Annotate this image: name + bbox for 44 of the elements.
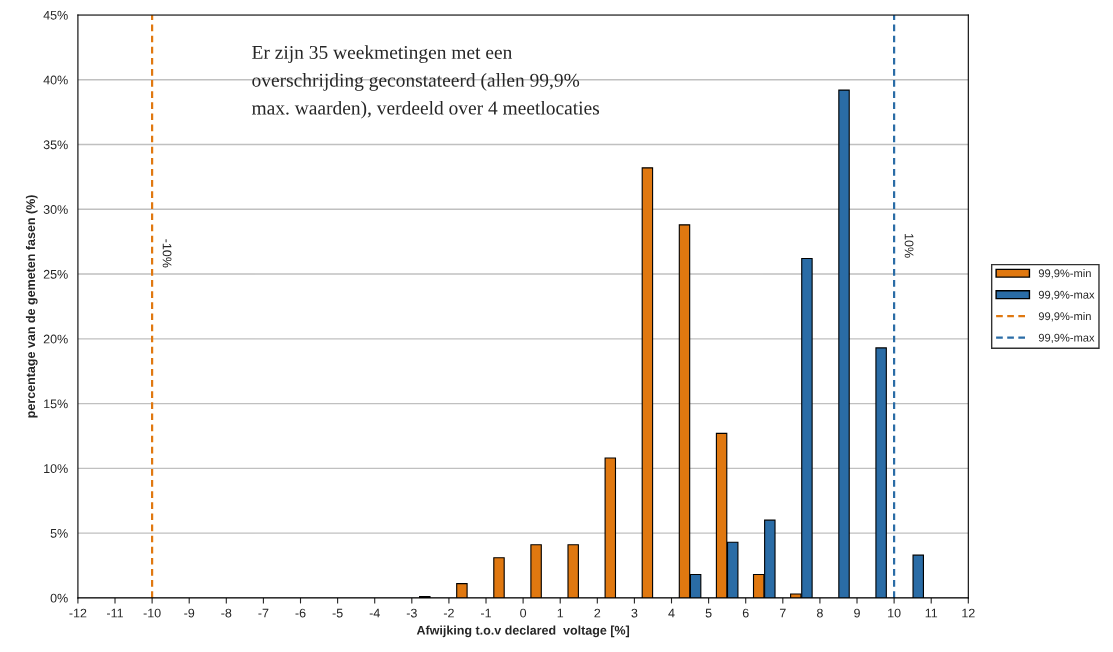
x-tick-label: 7 [779,608,786,618]
y-tick-label: 25% [43,269,68,279]
x-tick-label: 9 [854,608,860,618]
x-tick-label: -3 [406,608,417,618]
x-tick-label: 6 [742,608,749,618]
annotation: -10% [162,239,172,268]
y-tick-label: 5% [50,528,68,538]
annotation: 10% [904,234,914,258]
legend-label: 99,9%-min [1038,312,1091,322]
x-tick-label: 12 [962,608,975,618]
x-tick-label: 0 [520,608,527,618]
y-tick-label: 20% [43,334,68,344]
x-tick-label: 4 [668,608,675,618]
y-tick-label: 10% [44,464,68,474]
x-tick-label: -7 [258,608,269,618]
legend-label: 99,9%-max [1038,290,1095,300]
x-tick-label: 10 [888,608,901,618]
x-tick-label: 5 [705,608,712,618]
y-tick-label: 15% [44,399,68,409]
x-tick-label: -6 [295,608,306,618]
y-tick-label: 40% [43,75,68,85]
x-tick-label: 1 [557,608,564,618]
y-tick-label: 30% [43,205,68,214]
x-tick-label: -2 [443,608,454,618]
x-tick-label: 2 [594,608,601,618]
x-axis-title: Afwijking t.o.v declared voltage [%] [416,625,630,638]
x-tick-label: 3 [631,608,638,618]
y-tick-label: 35% [43,140,68,150]
x-tick-label: -8 [221,608,232,618]
x-tick-label: 8 [816,608,823,618]
x-tick-label: -5 [332,608,343,618]
legend-label: 99,9%-min [1038,269,1091,279]
annotation: Er zijn 35 weekmetingen met een overschrijding geconstateerd (allen 99,9% max. waarden), verdeeld over 4 meetlocaties [251,45,600,119]
y-tick-label: 45% [43,10,68,20]
x-tick-label: -1 [481,608,491,618]
y-tick-label: 0% [50,593,68,603]
legend-label: 99,9%-max [1038,333,1095,343]
x-tick-label: -4 [369,608,380,618]
x-tick-label: -12 [69,608,87,618]
x-tick-label: 11 [925,608,938,618]
y-axis-title: percentage van de gemeten fasen (%) [25,195,38,418]
x-tick-label: -10 [143,608,161,618]
x-tick-label: -9 [184,608,195,618]
x-tick-label: -11 [106,608,123,618]
